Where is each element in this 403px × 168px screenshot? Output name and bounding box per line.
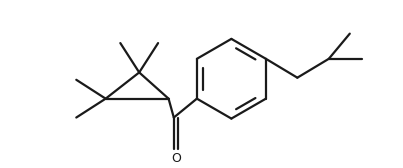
Text: O: O [171,152,181,165]
